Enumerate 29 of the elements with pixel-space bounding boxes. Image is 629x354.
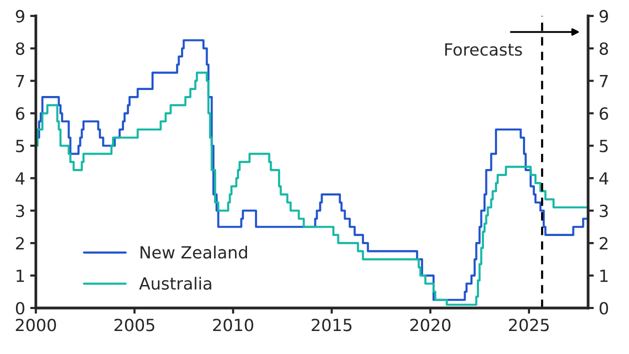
x-tick-label: 2015 (312, 318, 352, 332)
y-tick-label: 4 (16, 172, 24, 185)
x-tick-label: 2010 (213, 318, 254, 332)
legend-label: New Zealand (140, 246, 247, 259)
legend-label: Australia (139, 276, 212, 290)
y-tick-label: 2 (16, 237, 24, 250)
y-tick-label: 5 (16, 140, 24, 152)
y-tick-label: 3 (16, 204, 24, 218)
x-tick-label: 2005 (114, 318, 154, 332)
y-tick-label: 7 (16, 75, 24, 88)
y2-tick-label: 6 (600, 107, 608, 120)
y-tick-label: 6 (16, 107, 24, 120)
y-tick-label: 0 (16, 302, 24, 315)
y-tick-label: 1 (16, 270, 24, 282)
y2-tick-label: 2 (600, 237, 608, 250)
x-tick-label: 2000 (16, 318, 56, 332)
y2-tick-label: 5 (600, 140, 608, 152)
y2-tick-label: 1 (600, 270, 608, 282)
x-tick-label: 2020 (410, 318, 450, 332)
y2-tick-label: 9 (600, 10, 608, 22)
x-tick-label: 2025 (509, 318, 549, 332)
y2-tick-label: 4 (599, 172, 608, 185)
y2-tick-label: 0 (600, 302, 608, 315)
annotation: Forecasts (445, 43, 522, 56)
y2-tick-label: 7 (600, 75, 608, 88)
y-tick-label: 8 (16, 42, 24, 55)
y-tick-label: 9 (16, 10, 24, 22)
y2-tick-label: 8 (600, 42, 608, 55)
y2-tick-label: 3 (600, 204, 608, 218)
